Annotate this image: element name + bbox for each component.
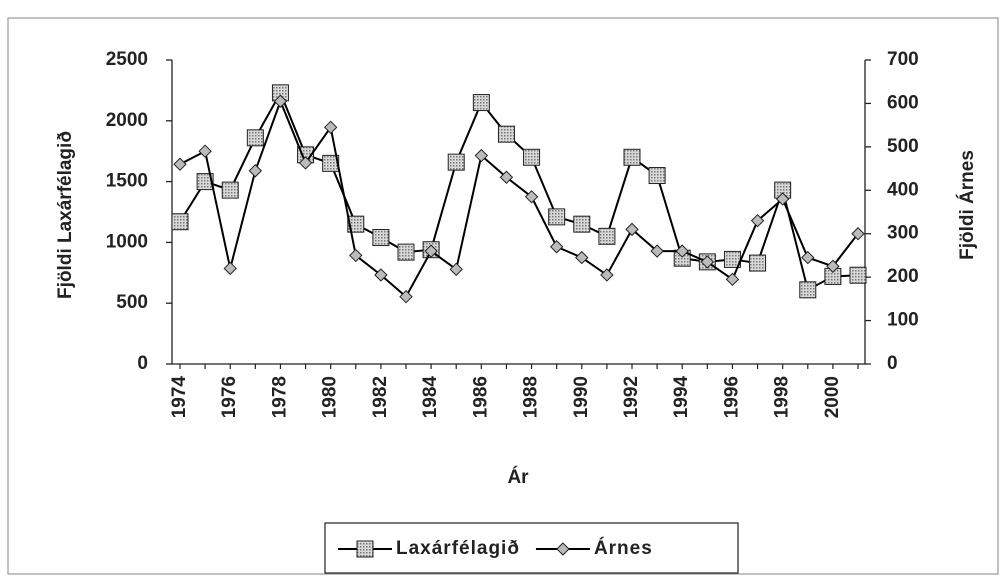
data-point xyxy=(575,250,589,265)
data-point xyxy=(775,192,790,206)
data-point xyxy=(347,215,365,233)
data-point xyxy=(323,120,338,135)
data-point xyxy=(196,173,214,191)
data-point xyxy=(826,259,840,273)
legend-box xyxy=(324,522,739,574)
y2-axis-label: Fjöldi Árnes xyxy=(956,150,978,260)
data-point xyxy=(725,272,740,287)
y2-tick-label: 700 xyxy=(887,49,919,70)
y-tick-label: 1000 xyxy=(106,231,148,252)
x-tick-label: 1990 xyxy=(571,376,592,418)
data-point xyxy=(573,215,591,233)
data-point xyxy=(223,261,237,276)
data-point xyxy=(221,181,239,199)
x-tick-label: 1978 xyxy=(269,376,290,418)
data-point xyxy=(173,157,187,171)
data-point xyxy=(397,243,415,261)
data-point xyxy=(799,281,817,299)
data-point xyxy=(623,148,641,166)
x-tick-label: 1976 xyxy=(219,376,240,418)
data-point xyxy=(801,250,815,265)
data-point xyxy=(750,213,765,228)
y-tick-label: 500 xyxy=(116,292,148,313)
x-tick-label: 2000 xyxy=(822,376,843,418)
data-point xyxy=(171,213,189,231)
x-tick-label: 1974 xyxy=(169,376,190,419)
y2-tick-label: 500 xyxy=(887,136,919,157)
data-point xyxy=(474,148,489,163)
data-point xyxy=(472,94,490,112)
data-point xyxy=(497,125,515,143)
y2-tick-label: 600 xyxy=(887,92,919,113)
y-tick-label: 1500 xyxy=(106,171,148,192)
x-tick-label: 1982 xyxy=(370,376,391,418)
y-tick-label: 2500 xyxy=(106,49,148,70)
data-point xyxy=(198,144,212,158)
y2-tick-label: 300 xyxy=(887,223,919,244)
data-point xyxy=(749,254,767,272)
data-point xyxy=(248,164,263,178)
data-point xyxy=(374,268,388,282)
data-point xyxy=(449,262,463,277)
data-point xyxy=(399,289,413,304)
data-point xyxy=(598,227,616,245)
x-tick-label: 1992 xyxy=(621,376,642,418)
data-point xyxy=(648,167,666,185)
x-tick-label: 1980 xyxy=(320,376,341,418)
x-tick-label: 1988 xyxy=(521,376,542,418)
chart-border xyxy=(7,17,999,575)
data-point xyxy=(675,244,689,258)
data-point xyxy=(524,190,539,204)
series-line xyxy=(179,90,859,292)
data-point xyxy=(349,248,363,263)
data-point xyxy=(548,208,566,226)
y2-tick-label: 200 xyxy=(887,266,919,287)
data-point xyxy=(246,129,264,147)
data-point xyxy=(499,170,514,184)
data-point xyxy=(523,148,541,166)
x-tick-label: 1994 xyxy=(671,376,692,419)
data-point xyxy=(650,244,664,258)
series-line xyxy=(179,98,859,299)
x-tick-label: 1986 xyxy=(470,376,491,418)
x-tick-label: 1996 xyxy=(721,376,742,418)
x-tick-label: 1998 xyxy=(772,376,793,418)
legend-marker xyxy=(356,540,374,558)
y-tick-label: 0 xyxy=(137,353,148,374)
data-point xyxy=(625,222,639,237)
legend-label: Árnes xyxy=(594,537,653,559)
data-point xyxy=(447,153,465,171)
y2-tick-label: 400 xyxy=(887,179,919,200)
y2-tick-label: 0 xyxy=(887,353,898,374)
data-point xyxy=(298,156,313,170)
legend-label: Laxárfélagið xyxy=(396,538,520,559)
data-point xyxy=(424,244,438,258)
x-tick-label: 1984 xyxy=(420,376,441,419)
data-point xyxy=(700,255,715,269)
y-tick-label: 2000 xyxy=(106,110,148,131)
data-point xyxy=(600,268,614,282)
y-axis-label: Fjöldi Laxárfélagið xyxy=(55,131,76,299)
data-point xyxy=(851,227,865,241)
legend-marker xyxy=(556,542,570,556)
data-point xyxy=(549,240,564,254)
data-point xyxy=(372,229,390,247)
y2-tick-label: 100 xyxy=(887,310,919,331)
x-axis-label: Ár xyxy=(507,466,529,488)
data-point xyxy=(849,266,867,284)
data-point xyxy=(273,94,288,108)
